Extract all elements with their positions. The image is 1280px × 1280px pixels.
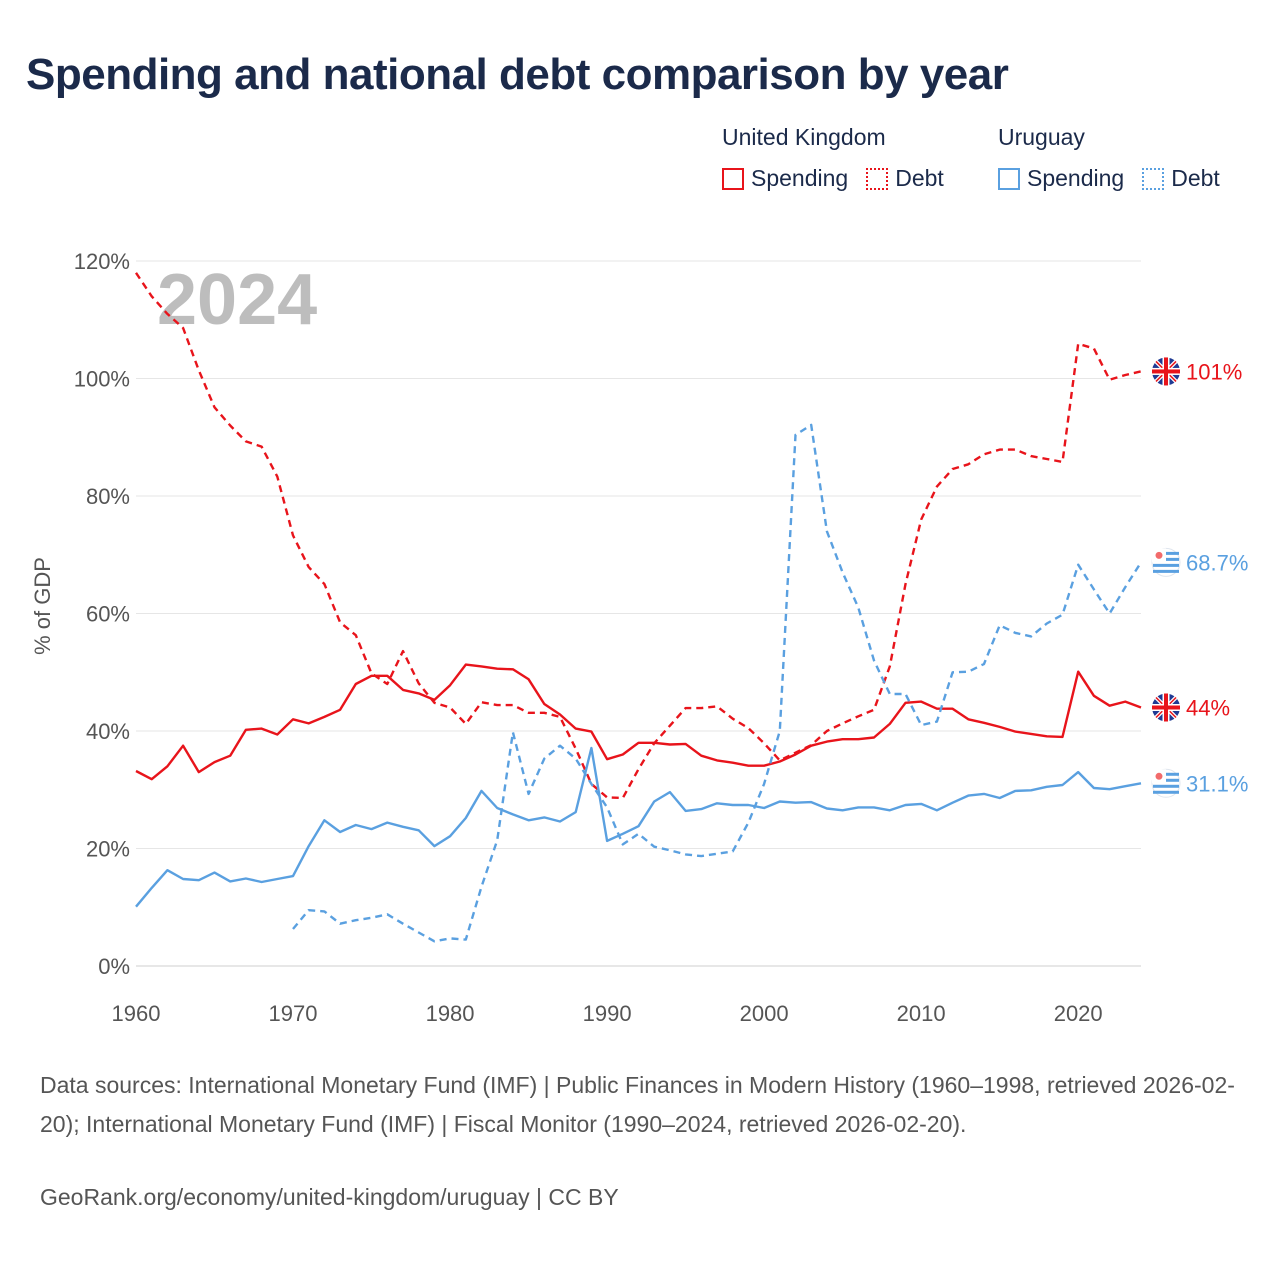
series-line-united-kingdom-debt[interactable] — [135, 272, 1142, 800]
legend-label: Spending — [1027, 165, 1125, 191]
series-line-united-kingdom-spending[interactable] — [135, 663, 1142, 781]
x-tick-label: 2010 — [897, 1001, 946, 1026]
y-tick-label: 120% — [74, 249, 130, 274]
credit-link[interactable]: GeoRank.org/economy/united-kingdom/urugu… — [40, 1184, 619, 1210]
data-sources: Data sources: International Monetary Fun… — [40, 1072, 1235, 1137]
x-tick-label: 1980 — [426, 1001, 475, 1026]
legend-label: Debt — [1171, 165, 1220, 191]
uk-flag-icon — [1152, 357, 1180, 386]
uruguay-flag-icon — [1151, 768, 1181, 798]
y-tick-label: 40% — [86, 719, 130, 744]
year-watermark: 2024 — [157, 260, 317, 340]
end-value-label: 31.1% — [1186, 771, 1248, 796]
x-tick-label: 1990 — [583, 1001, 632, 1026]
uk-flag-icon — [1152, 693, 1180, 722]
legend-item-uk-debt[interactable]: Debt — [866, 165, 944, 192]
x-tick-label: 2020 — [1054, 1001, 1103, 1026]
end-value-label: 101% — [1186, 359, 1242, 384]
legend-group-uruguay: Uruguay Spending Debt — [998, 124, 1238, 192]
y-tick-label: 20% — [86, 837, 130, 862]
end-value-label: 44% — [1186, 696, 1230, 721]
chart-title: Spending and national debt comparison by… — [26, 50, 1009, 99]
x-tick-label: 1960 — [112, 1001, 161, 1026]
y-tick-label: 0% — [98, 954, 130, 979]
legend-group-uk: United Kingdom Spending Debt — [722, 124, 962, 192]
legend-country-uruguay: Uruguay — [998, 124, 1085, 150]
series-line-uruguay-debt[interactable] — [292, 423, 1143, 943]
y-tick-label: 60% — [86, 602, 130, 627]
legend-swatch-dotted-icon — [1142, 167, 1165, 190]
legend-swatch-dotted-icon — [866, 167, 889, 190]
series-line-uruguay-spending[interactable] — [135, 746, 1142, 908]
y-tick-label: 80% — [86, 484, 130, 509]
chart-plot: 2024 0% 20% 40% 60% 80% 100% 120% 1960 1970 1980 1… — [30, 249, 1248, 1026]
end-value-label: 68.7% — [1186, 550, 1248, 575]
legend-country-uk: United Kingdom — [722, 124, 886, 150]
legend-label: Debt — [895, 165, 944, 191]
x-tick-label: 1970 — [269, 1001, 318, 1026]
legend-label: Spending — [751, 165, 849, 191]
y-tick-label: 100% — [74, 367, 130, 392]
legend-swatch-solid-icon — [722, 167, 744, 190]
legend-item-uy-spending[interactable]: Spending — [998, 165, 1124, 192]
legend-item-uy-debt[interactable]: Debt — [1142, 165, 1220, 192]
y-axis-label: % of GDP — [30, 557, 55, 655]
x-tick-label: 2000 — [740, 1001, 789, 1026]
uruguay-flag-icon — [1151, 547, 1181, 577]
legend-swatch-solid-icon — [998, 167, 1020, 190]
legend-item-uk-spending[interactable]: Spending — [722, 165, 848, 192]
